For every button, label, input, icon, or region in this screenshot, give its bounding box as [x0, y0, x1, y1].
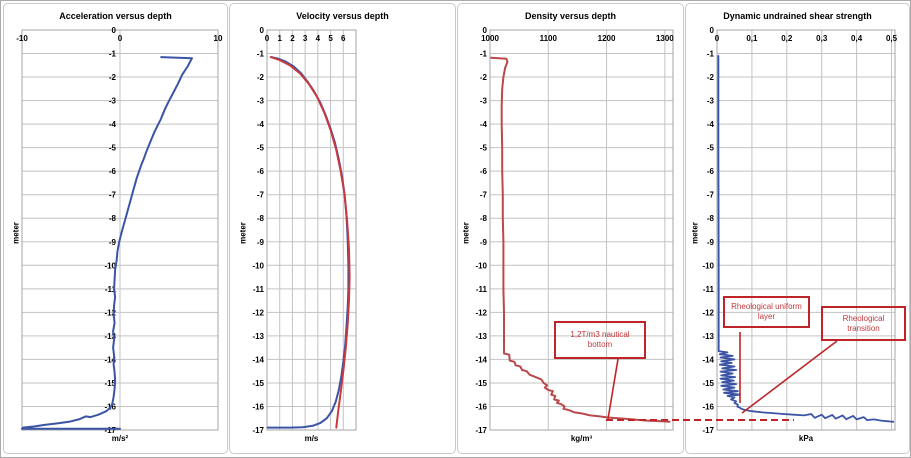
y-axis-title: meter — [461, 222, 471, 244]
y-axis-title: meter — [690, 222, 700, 244]
chart-title: Density versus depth — [524, 11, 617, 21]
chart-title: Velocity versus depth — [296, 11, 389, 21]
y-axis-title: meter — [11, 222, 21, 244]
y-axis-title: meter — [238, 222, 248, 244]
x-axis-title: kg/m³ — [570, 434, 593, 443]
chart-panel-velocity[interactable]: Velocity versus depth Velocity (m/s) Sim… — [229, 3, 680, 454]
annotation-box-nautical-bottom: 1,2T/m3 nautical bottom — [554, 321, 646, 359]
chart-panel-acceleration[interactable]: Acceleration versus depth — [3, 3, 228, 454]
x-axis-title: kPa — [798, 434, 814, 443]
chart-title: Acceleration versus depth — [59, 11, 172, 21]
x-axis-title: m/s — [304, 434, 319, 443]
annotation-box-rheological-uniform-layer: Rheological uniform layer — [723, 296, 810, 328]
chart-panel-density[interactable]: Density versus depth — [457, 3, 684, 454]
chart-title: Dynamic undrained shear strength — [723, 11, 872, 21]
annotation-box-rheological-transition: Rheological transition — [821, 306, 906, 341]
x-axis-title: m/s² — [111, 434, 129, 443]
chart-panel-shear-strength[interactable]: Dynamic undrained shear strength — [685, 3, 910, 454]
